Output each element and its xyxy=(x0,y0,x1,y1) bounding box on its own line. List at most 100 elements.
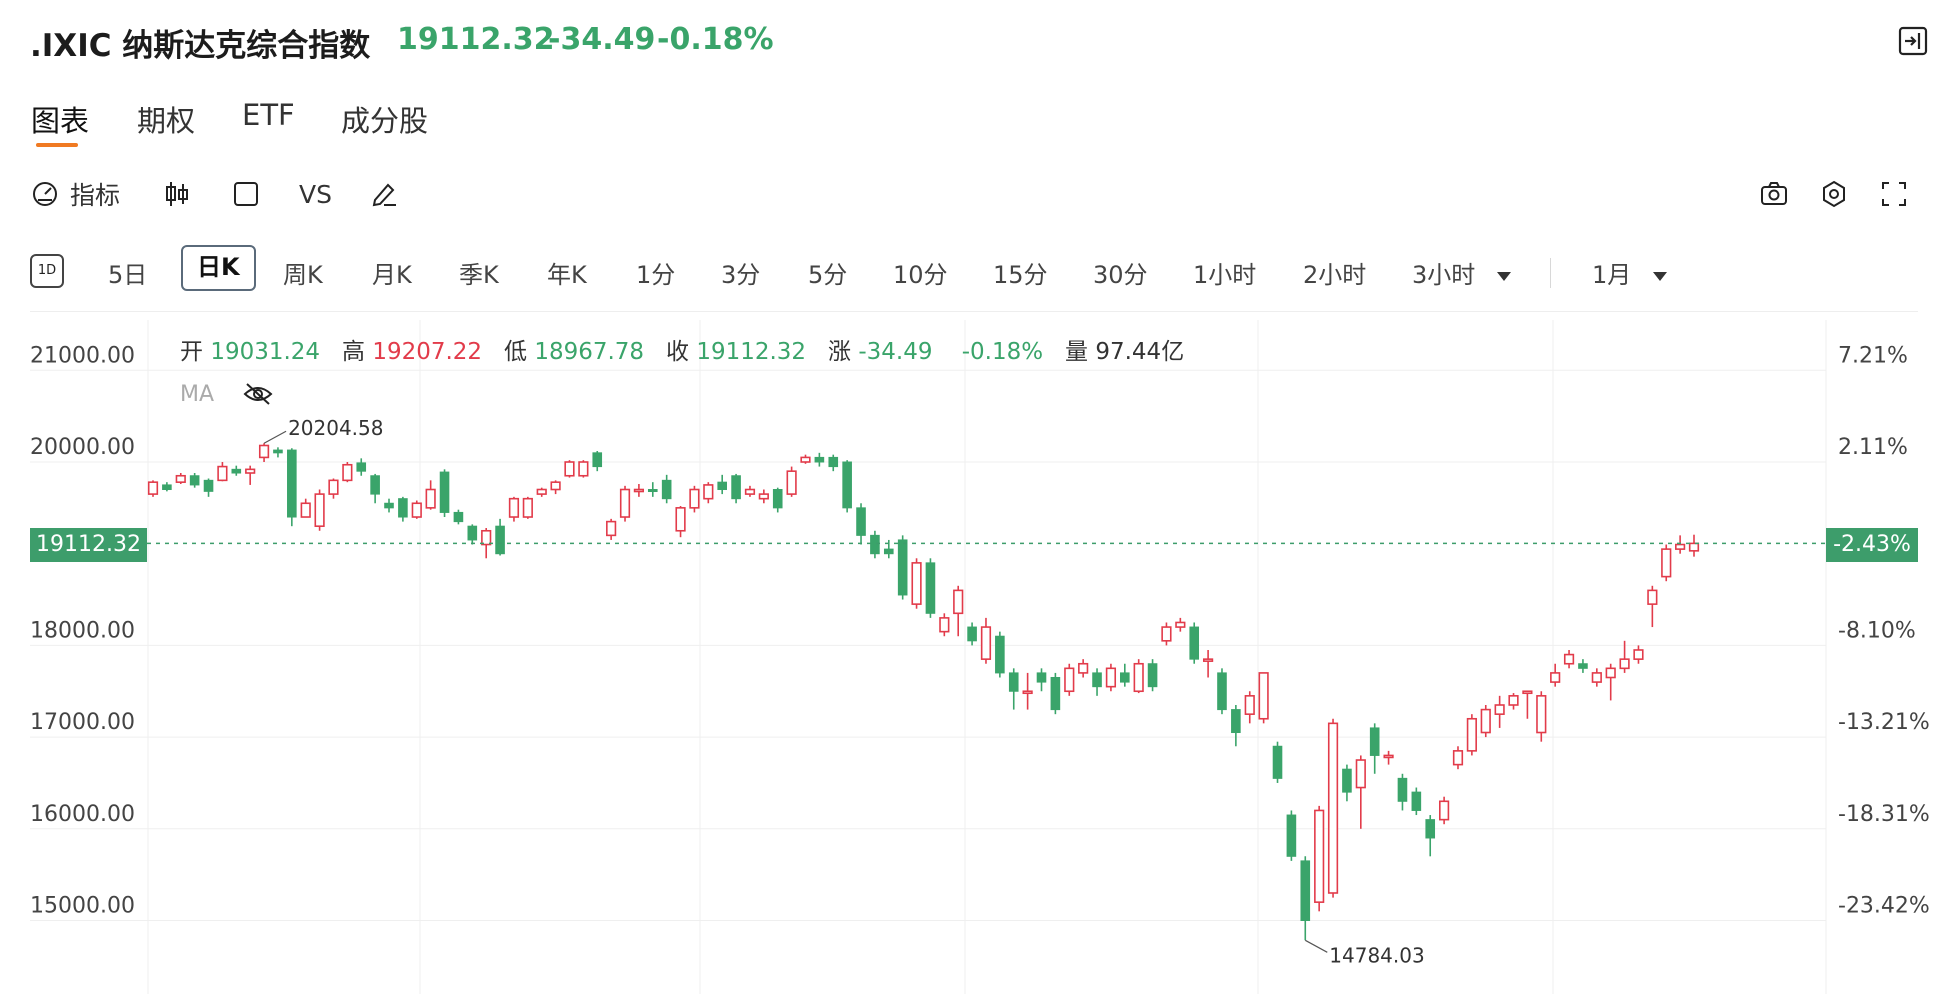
candle-body xyxy=(1494,704,1505,715)
high-annotation: 20204.58 xyxy=(288,416,383,440)
change-pct-value: -0.18% xyxy=(961,339,1044,365)
candle-body xyxy=(245,468,256,474)
period-yearly[interactable]: 年K xyxy=(547,261,587,289)
high-label: 高 xyxy=(342,339,365,365)
candle-body xyxy=(1022,690,1033,695)
period-5min[interactable]: 5分 xyxy=(808,261,848,289)
low-annotation-leader xyxy=(1304,939,1328,953)
period-1min[interactable]: 1分 xyxy=(636,261,676,289)
candle-body xyxy=(467,525,478,541)
candle-body xyxy=(536,488,547,495)
candle-body xyxy=(411,502,422,518)
index-name: 纳斯达克综合指数 xyxy=(122,28,371,64)
draw-pen-icon[interactable] xyxy=(369,174,399,214)
open-label: 开 xyxy=(180,339,203,365)
y-tick-label-left: 16000.00 xyxy=(30,802,135,827)
period-2hour[interactable]: 2小时 xyxy=(1303,261,1367,289)
candle-body xyxy=(578,461,589,477)
candle-body xyxy=(1425,819,1436,839)
square-icon[interactable] xyxy=(232,174,260,214)
tab-active-indicator xyxy=(36,143,78,147)
candle-body xyxy=(744,488,756,495)
period-weekly[interactable]: 周K xyxy=(283,261,323,289)
period-daily[interactable]: 日K xyxy=(181,245,256,291)
candle-body xyxy=(522,497,533,518)
last-price: 19112.32 xyxy=(397,22,555,57)
range-label: 1月 xyxy=(1592,261,1632,289)
y-tick-label-left: 20000.00 xyxy=(30,435,135,460)
high-annotation-leader xyxy=(263,430,287,444)
candle-body xyxy=(1397,777,1408,802)
candle-body xyxy=(189,475,200,486)
candle-body xyxy=(939,617,950,633)
candle-body xyxy=(1480,708,1491,734)
tab-constituents[interactable]: 成分股 xyxy=(341,104,429,138)
period-1hour[interactable]: 1小时 xyxy=(1193,261,1257,289)
candle-body xyxy=(1064,667,1075,693)
candle-body xyxy=(842,461,852,509)
intraday-1d-icon[interactable]: 1D xyxy=(30,254,64,288)
period-3hour-dropdown[interactable]: 3小时 xyxy=(1412,253,1511,297)
candle-body xyxy=(175,474,186,483)
close-label: 收 xyxy=(666,339,689,365)
volume-label: 量 xyxy=(1065,339,1089,365)
candle-body xyxy=(147,481,159,495)
candle-body xyxy=(647,489,658,493)
period-quarterly[interactable]: 季K xyxy=(459,261,499,289)
candle-body xyxy=(508,497,520,518)
low-annotation: 14784.03 xyxy=(1329,943,1424,967)
period-10min[interactable]: 10分 xyxy=(893,261,948,289)
candle-body xyxy=(592,452,603,468)
candle-body xyxy=(384,502,394,509)
index-symbol: .IXIC xyxy=(30,28,112,64)
settings-gear-icon[interactable] xyxy=(1819,174,1849,214)
candle-body xyxy=(1563,653,1575,665)
eye-hidden-icon[interactable] xyxy=(243,381,273,411)
tab-options[interactable]: 期权 xyxy=(137,104,196,138)
candle-body xyxy=(1342,768,1352,793)
candle-body xyxy=(1411,791,1422,811)
range-dropdown[interactable]: 1月 xyxy=(1592,253,1667,297)
candle-body xyxy=(1286,814,1297,857)
candle-body xyxy=(772,489,783,509)
tab-etf[interactable]: ETF xyxy=(242,98,295,132)
period-3min[interactable]: 3分 xyxy=(721,261,761,289)
fullscreen-icon[interactable] xyxy=(1880,174,1908,214)
collapse-panel-icon[interactable] xyxy=(1896,24,1930,58)
index-title: .IXIC 纳斯达克综合指数 xyxy=(30,20,370,65)
y-tick-label-right: 7.21% xyxy=(1838,343,1908,368)
candle-body xyxy=(689,488,700,509)
period-15min[interactable]: 15分 xyxy=(993,261,1048,289)
open-value: 19031.24 xyxy=(210,339,321,365)
tab-chart[interactable]: 图表 xyxy=(31,104,90,138)
period-5d[interactable]: 5日 xyxy=(108,261,148,289)
candle-body xyxy=(856,507,866,536)
candle-body xyxy=(1522,690,1533,695)
candle-body xyxy=(619,488,631,518)
candlestick-type-icon[interactable] xyxy=(162,174,192,214)
price-change-pct: -0.18% xyxy=(657,22,774,57)
candle-body xyxy=(675,507,686,532)
candle-body xyxy=(287,449,297,518)
ma-label: MA xyxy=(180,382,215,407)
candle-body xyxy=(1036,672,1047,683)
candle-body xyxy=(1536,695,1547,734)
candle-body xyxy=(1355,759,1366,789)
candle-body xyxy=(758,493,769,500)
high-value: 19207.22 xyxy=(372,339,483,365)
period-30min[interactable]: 30分 xyxy=(1093,261,1148,289)
candle-body xyxy=(231,468,242,474)
screenshot-camera-icon[interactable] xyxy=(1759,174,1789,214)
candle-body xyxy=(370,475,380,495)
chevron-down-icon xyxy=(1496,271,1511,281)
candle-body xyxy=(300,502,311,518)
gauge-icon xyxy=(30,179,60,209)
candle-body xyxy=(1175,621,1186,628)
candle-body xyxy=(925,562,936,614)
compare-vs-button[interactable]: VS xyxy=(299,179,332,209)
indicator-button[interactable]: 指标 xyxy=(30,174,120,214)
y-tick-label-right: -8.10% xyxy=(1838,618,1916,643)
candle-body xyxy=(1550,672,1561,683)
period-monthly[interactable]: 月K xyxy=(372,261,412,289)
